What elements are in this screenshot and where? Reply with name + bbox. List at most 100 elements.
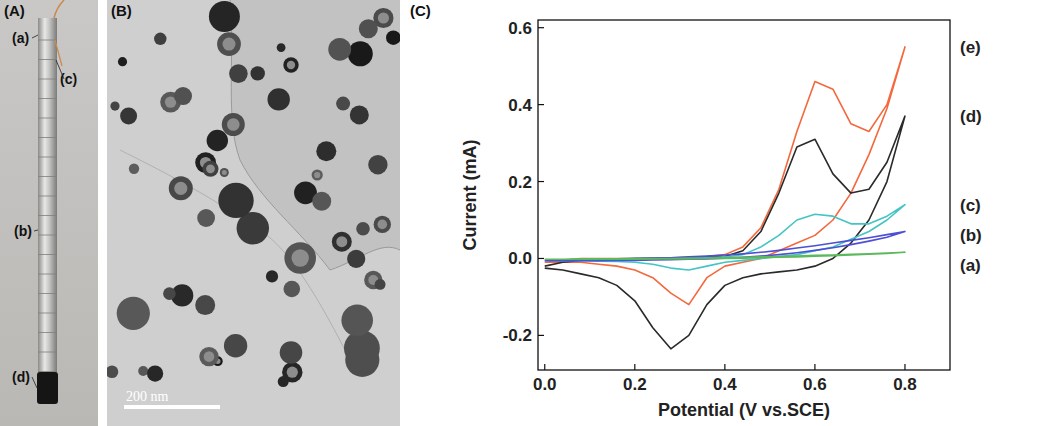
y-tick [538, 104, 544, 105]
rod-segment [38, 118, 57, 119]
nanoparticle [222, 113, 245, 136]
nanoparticle [344, 330, 380, 366]
nanoparticle [163, 287, 176, 300]
nanoparticle [120, 108, 137, 125]
rod-segment [38, 137, 57, 138]
wire [55, 40, 62, 66]
scale-bar [124, 405, 220, 409]
panel-c: (C)0.00.20.40.60.8-0.20.00.20.40.6(e)(d)… [410, 2, 982, 420]
rod-segment [38, 274, 57, 275]
panel-label: (B) [111, 2, 132, 19]
cv-curve [545, 252, 905, 259]
nanoparticle [312, 192, 331, 211]
nanoparticle [154, 33, 166, 45]
particle-core [287, 61, 295, 69]
particle-core [206, 164, 215, 173]
nanoparticle [110, 102, 119, 111]
photo-background [0, 0, 100, 426]
leader-line [34, 230, 38, 231]
particle-core [287, 367, 298, 378]
series-label: (d) [960, 107, 982, 126]
x-tick [904, 364, 905, 370]
wire [54, 0, 64, 18]
rod-segment [38, 313, 57, 314]
nanoparticle [195, 295, 215, 315]
nanoparticle [268, 88, 290, 110]
panel-gap [98, 0, 107, 426]
cv-curve [545, 116, 905, 349]
particle-core [222, 170, 227, 175]
rod-segment [38, 196, 57, 197]
rod-segment [38, 157, 57, 158]
particle-core [378, 220, 388, 230]
nanoparticle [375, 279, 386, 290]
particle-core [336, 236, 347, 247]
y-tick-label: 0.4 [508, 96, 532, 115]
leader-line [56, 60, 64, 79]
particle-core [378, 12, 389, 23]
nanoparticle [251, 66, 265, 80]
particle-core [174, 182, 187, 195]
y-tick-label: 0.0 [508, 249, 532, 268]
nanoparticle [359, 19, 378, 38]
particle-core [223, 38, 236, 51]
y-tick-label: 0.2 [508, 173, 532, 192]
nanoparticle [312, 169, 323, 180]
x-axis-title: Potential (V vs.SCE) [658, 400, 830, 420]
nanoparticle [209, 1, 240, 32]
cv-curve [545, 47, 905, 305]
series-label: (a) [960, 256, 981, 275]
tem-background [107, 0, 400, 426]
x-tick-label: 0.4 [713, 375, 737, 394]
electrode-label: (b) [14, 223, 32, 239]
rod-segment [38, 352, 57, 353]
rod-segment [38, 371, 57, 372]
x-tick-label: 0.0 [533, 375, 557, 394]
electrode-label: (d) [12, 369, 30, 385]
rod-segment [38, 215, 57, 216]
nanoparticle [147, 366, 163, 382]
rod-segment [38, 98, 57, 99]
nanoparticle [129, 164, 139, 174]
scale-bar-label: 200 nm [126, 389, 169, 404]
nanoparticle [316, 141, 336, 161]
figure: (A)(a)(b)(c)(d)(B)200 nm(C)0.00.20.40.60… [0, 0, 1050, 426]
nanoparticle [328, 38, 351, 61]
nanoparticle [278, 376, 289, 387]
particle-core [314, 172, 320, 178]
electrode-label: (c) [60, 71, 77, 87]
x-tick [814, 364, 815, 370]
nanoparticle [169, 176, 193, 200]
electrode-rod [38, 18, 57, 376]
x-tick [634, 364, 635, 370]
nanoparticle [280, 341, 303, 364]
x-tick-label: 0.6 [803, 375, 827, 394]
nanoparticle [197, 209, 215, 227]
rod-segment [38, 332, 57, 333]
y-tick [538, 181, 544, 182]
nanoparticle [386, 30, 400, 45]
nanoparticle [284, 281, 301, 298]
plot-frame [538, 20, 950, 370]
nanoparticle [174, 87, 192, 105]
nanoparticle [199, 347, 218, 366]
nanoparticle [224, 334, 247, 357]
x-tick [724, 364, 725, 370]
nanoparticle [203, 161, 219, 177]
y-tick-label: 0.6 [508, 19, 532, 38]
nanoparticle [266, 270, 278, 282]
rod-segment [38, 176, 57, 177]
nanoparticle [348, 41, 373, 66]
nanoparticle [107, 365, 118, 378]
nanoparticle [332, 232, 352, 252]
nanoparticle [356, 222, 370, 236]
nanoparticle [229, 64, 248, 83]
graphene-sheet [230, 0, 400, 270]
rod-segment [38, 293, 57, 294]
cv-curve [545, 205, 905, 270]
rod-segment [38, 59, 57, 60]
particle-core [227, 118, 240, 131]
nanoparticle [347, 250, 365, 268]
sheet-edge [230, 0, 400, 270]
nanoparticle [117, 297, 150, 330]
